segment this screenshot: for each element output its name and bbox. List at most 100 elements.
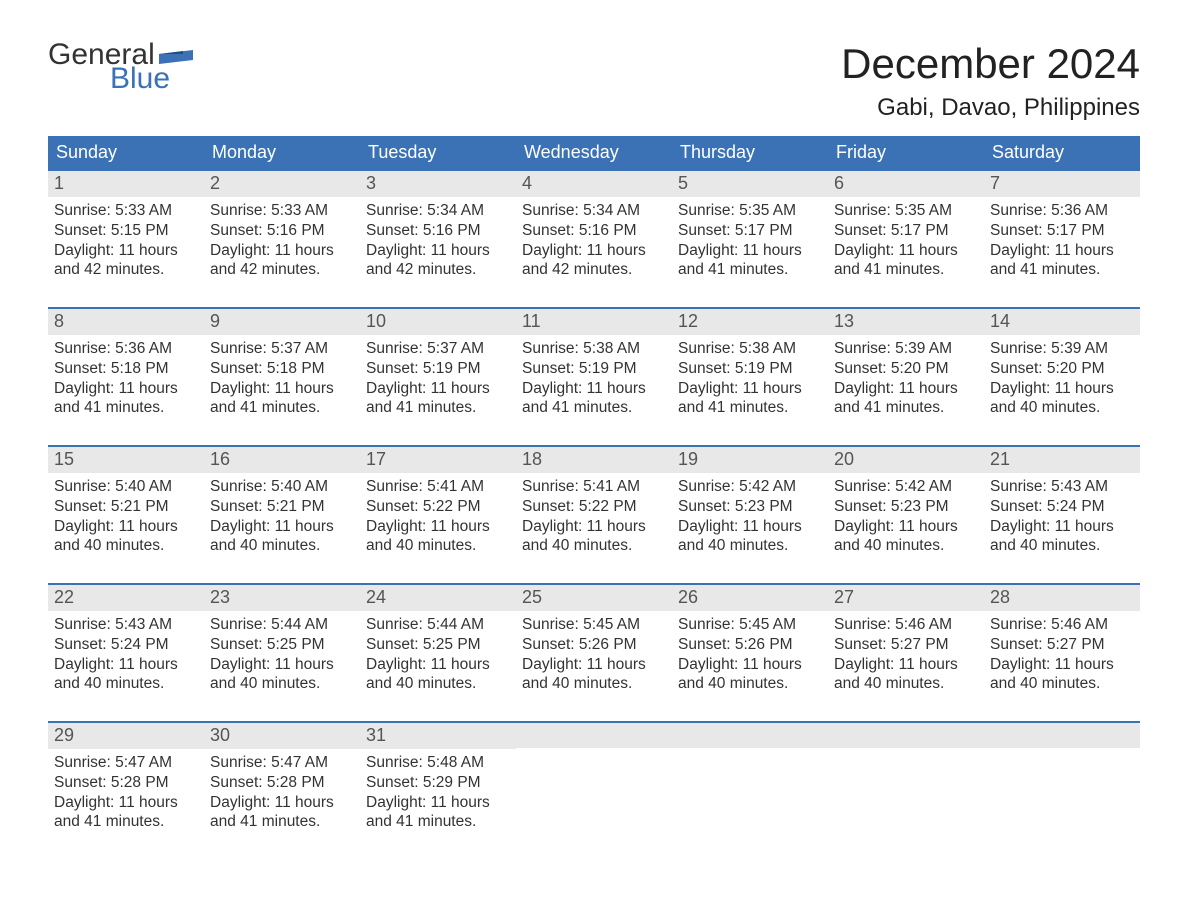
day-cell: 4Sunrise: 5:34 AMSunset: 5:16 PMDaylight… xyxy=(516,171,672,293)
day-cell: 10Sunrise: 5:37 AMSunset: 5:19 PMDayligh… xyxy=(360,309,516,431)
day-body: Sunrise: 5:37 AMSunset: 5:18 PMDaylight:… xyxy=(204,335,360,424)
day-number: 1 xyxy=(48,171,204,197)
calendar: SundayMondayTuesdayWednesdayThursdayFrid… xyxy=(48,136,1140,845)
logo: General Blue xyxy=(48,40,193,94)
day-body: Sunrise: 5:34 AMSunset: 5:16 PMDaylight:… xyxy=(516,197,672,286)
day-body: Sunrise: 5:36 AMSunset: 5:17 PMDaylight:… xyxy=(984,197,1140,286)
day-body: Sunrise: 5:45 AMSunset: 5:26 PMDaylight:… xyxy=(672,611,828,700)
sunset-line: Sunset: 5:19 PM xyxy=(522,359,666,379)
sunset-line: Sunset: 5:22 PM xyxy=(366,497,510,517)
daylight-line: Daylight: 11 hours and 42 minutes. xyxy=(210,241,354,281)
sunset-line: Sunset: 5:26 PM xyxy=(522,635,666,655)
sunrise-line: Sunrise: 5:41 AM xyxy=(366,477,510,497)
day-cell: 23Sunrise: 5:44 AMSunset: 5:25 PMDayligh… xyxy=(204,585,360,707)
day-number: 11 xyxy=(516,309,672,335)
day-cell: 24Sunrise: 5:44 AMSunset: 5:25 PMDayligh… xyxy=(360,585,516,707)
day-cell: 12Sunrise: 5:38 AMSunset: 5:19 PMDayligh… xyxy=(672,309,828,431)
sunrise-line: Sunrise: 5:34 AM xyxy=(366,201,510,221)
day-number: 31 xyxy=(360,723,516,749)
day-body: Sunrise: 5:33 AMSunset: 5:15 PMDaylight:… xyxy=(48,197,204,286)
day-body: Sunrise: 5:38 AMSunset: 5:19 PMDaylight:… xyxy=(516,335,672,424)
day-cell: 16Sunrise: 5:40 AMSunset: 5:21 PMDayligh… xyxy=(204,447,360,569)
day-cell: 20Sunrise: 5:42 AMSunset: 5:23 PMDayligh… xyxy=(828,447,984,569)
sunset-line: Sunset: 5:17 PM xyxy=(678,221,822,241)
day-number: 27 xyxy=(828,585,984,611)
dow-cell: Wednesday xyxy=(516,136,672,169)
sunrise-line: Sunrise: 5:39 AM xyxy=(834,339,978,359)
sunset-line: Sunset: 5:23 PM xyxy=(834,497,978,517)
daylight-line: Daylight: 11 hours and 40 minutes. xyxy=(990,655,1134,695)
sunrise-line: Sunrise: 5:40 AM xyxy=(54,477,198,497)
sunset-line: Sunset: 5:24 PM xyxy=(990,497,1134,517)
day-number: 16 xyxy=(204,447,360,473)
day-number: 24 xyxy=(360,585,516,611)
daylight-line: Daylight: 11 hours and 41 minutes. xyxy=(210,379,354,419)
daylight-line: Daylight: 11 hours and 42 minutes. xyxy=(366,241,510,281)
day-body: Sunrise: 5:48 AMSunset: 5:29 PMDaylight:… xyxy=(360,749,516,838)
week-row: 8Sunrise: 5:36 AMSunset: 5:18 PMDaylight… xyxy=(48,307,1140,431)
day-number: 21 xyxy=(984,447,1140,473)
day-number: 4 xyxy=(516,171,672,197)
day-cell: 19Sunrise: 5:42 AMSunset: 5:23 PMDayligh… xyxy=(672,447,828,569)
sunrise-line: Sunrise: 5:40 AM xyxy=(210,477,354,497)
day-cell: 18Sunrise: 5:41 AMSunset: 5:22 PMDayligh… xyxy=(516,447,672,569)
daylight-line: Daylight: 11 hours and 40 minutes. xyxy=(678,517,822,557)
daylight-line: Daylight: 11 hours and 41 minutes. xyxy=(366,793,510,833)
sunset-line: Sunset: 5:24 PM xyxy=(54,635,198,655)
sunrise-line: Sunrise: 5:42 AM xyxy=(678,477,822,497)
daylight-line: Daylight: 11 hours and 41 minutes. xyxy=(54,379,198,419)
day-cell: 11Sunrise: 5:38 AMSunset: 5:19 PMDayligh… xyxy=(516,309,672,431)
sunset-line: Sunset: 5:16 PM xyxy=(522,221,666,241)
day-number: 29 xyxy=(48,723,204,749)
daylight-line: Daylight: 11 hours and 40 minutes. xyxy=(54,517,198,557)
daylight-line: Daylight: 11 hours and 40 minutes. xyxy=(678,655,822,695)
sunrise-line: Sunrise: 5:46 AM xyxy=(834,615,978,635)
daylight-line: Daylight: 11 hours and 40 minutes. xyxy=(366,517,510,557)
day-cell: 7Sunrise: 5:36 AMSunset: 5:17 PMDaylight… xyxy=(984,171,1140,293)
location-subtitle: Gabi, Davao, Philippines xyxy=(841,94,1140,122)
day-number: 30 xyxy=(204,723,360,749)
sunset-line: Sunset: 5:18 PM xyxy=(210,359,354,379)
day-body: Sunrise: 5:39 AMSunset: 5:20 PMDaylight:… xyxy=(828,335,984,424)
day-number xyxy=(984,723,1140,748)
sunset-line: Sunset: 5:29 PM xyxy=(366,773,510,793)
day-number: 13 xyxy=(828,309,984,335)
day-cell: 21Sunrise: 5:43 AMSunset: 5:24 PMDayligh… xyxy=(984,447,1140,569)
week-row: 22Sunrise: 5:43 AMSunset: 5:24 PMDayligh… xyxy=(48,583,1140,707)
day-number: 3 xyxy=(360,171,516,197)
day-cell: 17Sunrise: 5:41 AMSunset: 5:22 PMDayligh… xyxy=(360,447,516,569)
day-body: Sunrise: 5:36 AMSunset: 5:18 PMDaylight:… xyxy=(48,335,204,424)
daylight-line: Daylight: 11 hours and 40 minutes. xyxy=(834,517,978,557)
day-cell: 29Sunrise: 5:47 AMSunset: 5:28 PMDayligh… xyxy=(48,723,204,845)
day-body: Sunrise: 5:33 AMSunset: 5:16 PMDaylight:… xyxy=(204,197,360,286)
day-number: 9 xyxy=(204,309,360,335)
sunset-line: Sunset: 5:16 PM xyxy=(366,221,510,241)
day-number: 2 xyxy=(204,171,360,197)
daylight-line: Daylight: 11 hours and 41 minutes. xyxy=(210,793,354,833)
day-cell xyxy=(828,723,984,845)
sunset-line: Sunset: 5:20 PM xyxy=(990,359,1134,379)
sunset-line: Sunset: 5:27 PM xyxy=(834,635,978,655)
day-body: Sunrise: 5:43 AMSunset: 5:24 PMDaylight:… xyxy=(48,611,204,700)
daylight-line: Daylight: 11 hours and 41 minutes. xyxy=(834,379,978,419)
sunrise-line: Sunrise: 5:48 AM xyxy=(366,753,510,773)
dow-header-row: SundayMondayTuesdayWednesdayThursdayFrid… xyxy=(48,136,1140,169)
daylight-line: Daylight: 11 hours and 41 minutes. xyxy=(834,241,978,281)
sunrise-line: Sunrise: 5:43 AM xyxy=(990,477,1134,497)
daylight-line: Daylight: 11 hours and 41 minutes. xyxy=(366,379,510,419)
day-body: Sunrise: 5:46 AMSunset: 5:27 PMDaylight:… xyxy=(828,611,984,700)
sunrise-line: Sunrise: 5:45 AM xyxy=(678,615,822,635)
sunset-line: Sunset: 5:21 PM xyxy=(54,497,198,517)
daylight-line: Daylight: 11 hours and 42 minutes. xyxy=(54,241,198,281)
day-cell: 2Sunrise: 5:33 AMSunset: 5:16 PMDaylight… xyxy=(204,171,360,293)
dow-cell: Thursday xyxy=(672,136,828,169)
day-body: Sunrise: 5:41 AMSunset: 5:22 PMDaylight:… xyxy=(516,473,672,562)
daylight-line: Daylight: 11 hours and 41 minutes. xyxy=(522,379,666,419)
day-body: Sunrise: 5:37 AMSunset: 5:19 PMDaylight:… xyxy=(360,335,516,424)
sunrise-line: Sunrise: 5:44 AM xyxy=(210,615,354,635)
sunrise-line: Sunrise: 5:45 AM xyxy=(522,615,666,635)
day-number xyxy=(828,723,984,748)
sunset-line: Sunset: 5:17 PM xyxy=(990,221,1134,241)
sunrise-line: Sunrise: 5:41 AM xyxy=(522,477,666,497)
sunrise-line: Sunrise: 5:34 AM xyxy=(522,201,666,221)
